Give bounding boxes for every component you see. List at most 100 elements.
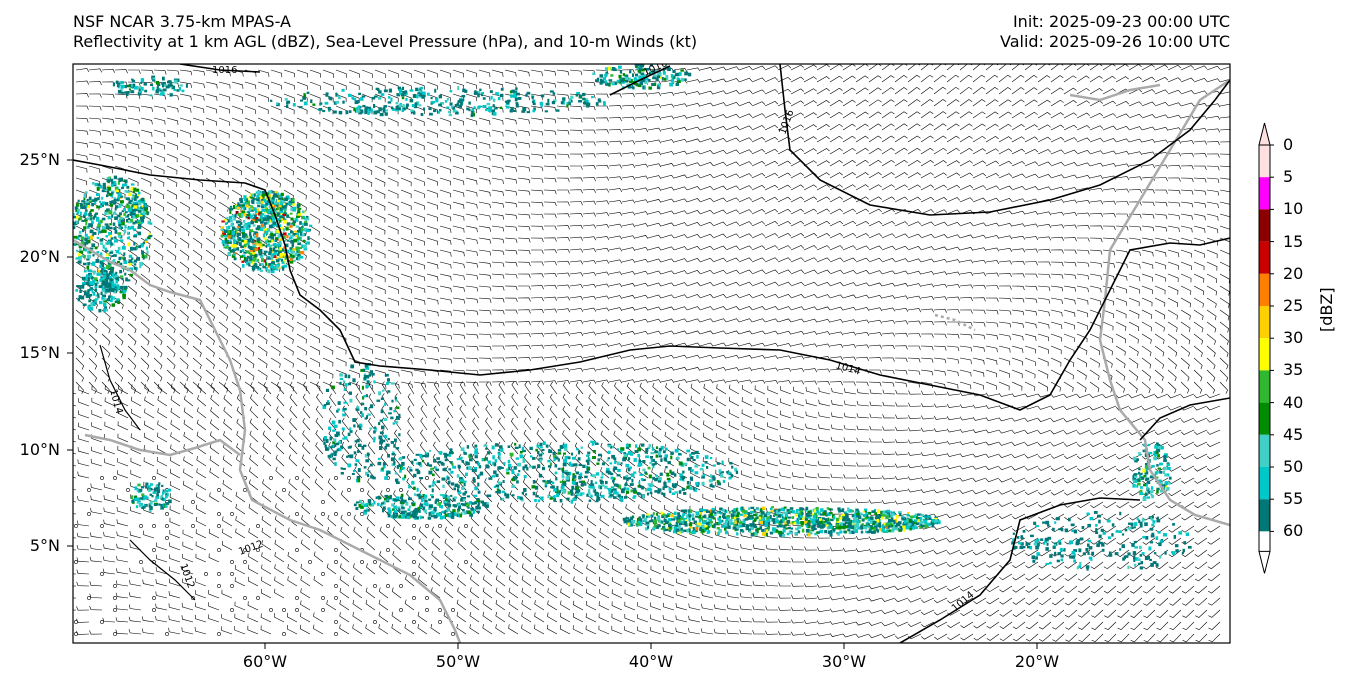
- wind-barb: [88, 237, 99, 248]
- wind-barb: [504, 141, 517, 149]
- wind-barb: [465, 81, 478, 90]
- wind-barb: [387, 153, 399, 163]
- reflectivity-pixel: [249, 256, 253, 261]
- wind-barb: [855, 184, 869, 191]
- wind-barb: [1037, 136, 1052, 143]
- reflectivity-pixel: [264, 204, 267, 209]
- wind-barb: [491, 285, 505, 291]
- wind-barb: [348, 165, 360, 175]
- wind-barb: [1076, 225, 1090, 230]
- wind-barb: [387, 129, 399, 139]
- wind-barb: [764, 160, 779, 167]
- wind-barb: [1011, 210, 1026, 215]
- wind-barb: [374, 93, 386, 103]
- reflectivity-pixel: [253, 193, 256, 197]
- reflectivity-pixel: [247, 244, 250, 249]
- wind-barb: [725, 137, 740, 143]
- wind-barb: [322, 189, 333, 200]
- wind-barb: [283, 129, 295, 139]
- wind-barb: [998, 173, 1013, 179]
- wind-barb: [426, 141, 438, 150]
- wind-barb: [1167, 139, 1182, 144]
- wind-barb: [699, 233, 714, 239]
- wind-barb: [179, 189, 190, 200]
- wind-barb: [270, 285, 281, 297]
- wind-barb: [153, 177, 165, 187]
- wind-barb: [946, 234, 961, 239]
- wind-barb: [764, 281, 779, 287]
- wind-barb: [1141, 101, 1156, 107]
- wind-barb: [790, 148, 804, 155]
- wind-barb: [881, 135, 895, 143]
- wind-barb: [1024, 223, 1039, 228]
- wind-barb: [166, 117, 179, 125]
- wind-barb: [1089, 212, 1103, 218]
- wind-barb: [816, 124, 830, 131]
- wind-barb: [179, 165, 191, 175]
- map-background: [73, 64, 1230, 643]
- wind-barb: [1011, 198, 1026, 203]
- reflectivity-pixel: [243, 233, 248, 236]
- wind-barb: [413, 285, 426, 294]
- wind-barb: [621, 152, 636, 157]
- wind-barb: [946, 86, 960, 95]
- wind-barb: [894, 123, 908, 131]
- wind-barb: [686, 126, 701, 131]
- wind-barb: [829, 111, 843, 119]
- wind-barb: [179, 93, 192, 101]
- wind-barb: [309, 285, 320, 296]
- wind-barb: [543, 213, 557, 219]
- reflectivity-pixel: [298, 207, 302, 210]
- wind-barb: [881, 64, 895, 71]
- wind-barb: [868, 87, 882, 95]
- wind-barb: [907, 196, 922, 203]
- reflectivity-pixel: [267, 269, 271, 274]
- wind-barb: [465, 189, 478, 197]
- wind-barb: [114, 153, 127, 162]
- reflectivity-pixel: [228, 252, 231, 256]
- wind-barb: [335, 249, 347, 260]
- reflectivity-pixel: [251, 267, 256, 271]
- wind-barb: [738, 281, 753, 287]
- wind-barb: [75, 117, 89, 123]
- wind-barb: [465, 249, 478, 256]
- wind-barb: [426, 249, 439, 258]
- wind-barb: [218, 177, 229, 188]
- wind-barb: [478, 69, 491, 78]
- wind-barb: [1050, 161, 1065, 167]
- wind-barb: [595, 93, 609, 99]
- wind-barb: [712, 185, 727, 191]
- wind-barb: [166, 237, 177, 249]
- wind-barb: [1037, 186, 1052, 191]
- wind-barb: [309, 237, 320, 248]
- wind-barb: [1024, 148, 1039, 155]
- wind-barb: [985, 123, 999, 131]
- wind-barb: [335, 69, 347, 78]
- wind-barb: [192, 249, 203, 261]
- reflectivity-pixel: [307, 236, 310, 241]
- wind-barb: [1206, 141, 1220, 146]
- reflectivity-pixel: [300, 227, 304, 231]
- wind-barb: [296, 117, 308, 127]
- wind-barb: [933, 86, 947, 95]
- wind-barb: [881, 159, 895, 167]
- wind-barb: [595, 212, 610, 217]
- reflectivity-pixel: [246, 250, 250, 254]
- wind-barb: [1193, 153, 1207, 158]
- wind-barb: [387, 201, 399, 211]
- wind-barb: [608, 105, 622, 110]
- reflectivity-pixel: [279, 247, 283, 251]
- wind-barb: [894, 87, 908, 95]
- wind-barb: [257, 153, 269, 164]
- wind-barb: [1115, 150, 1130, 155]
- reflectivity-pixel: [245, 226, 249, 230]
- wind-barb: [374, 177, 386, 187]
- wind-barb: [1141, 225, 1155, 232]
- wind-barb: [517, 177, 531, 184]
- reflectivity-pixel: [238, 242, 242, 246]
- wind-barb: [1089, 125, 1104, 131]
- wind-barb: [790, 233, 805, 239]
- wind-barb: [218, 285, 229, 297]
- wind-barb: [270, 153, 282, 164]
- wind-barb: [309, 141, 321, 151]
